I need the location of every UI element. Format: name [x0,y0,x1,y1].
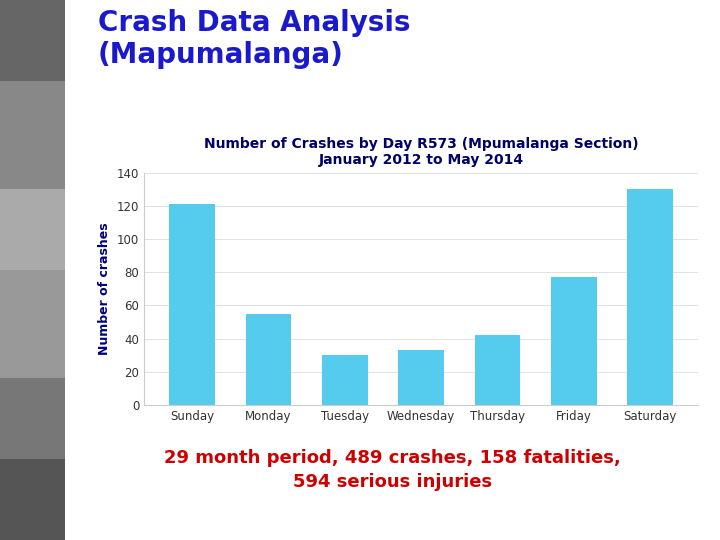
Y-axis label: Number of crashes: Number of crashes [98,222,111,355]
Bar [0,0,65,81]
Bar [0,189,65,270]
Bar [246,314,292,405]
Title: Number of Crashes by Day R573 (Mpumalanga Section)
January 2012 to May 2014: Number of Crashes by Day R573 (Mpumalang… [204,137,639,167]
Text: 29 month period, 489 crashes, 158 fatalities,
594 serious injuries: 29 month period, 489 crashes, 158 fatali… [164,449,621,491]
Bar [398,350,444,405]
Text: Crash Data Analysis
(Mapumalanga): Crash Data Analysis (Mapumalanga) [98,9,410,69]
Bar [169,204,215,405]
Bar [0,270,65,378]
Bar [0,378,65,459]
Bar [322,355,368,405]
Bar [474,335,521,405]
Bar [0,81,65,189]
Bar [0,459,65,540]
Bar [551,278,597,405]
Bar [627,190,673,405]
